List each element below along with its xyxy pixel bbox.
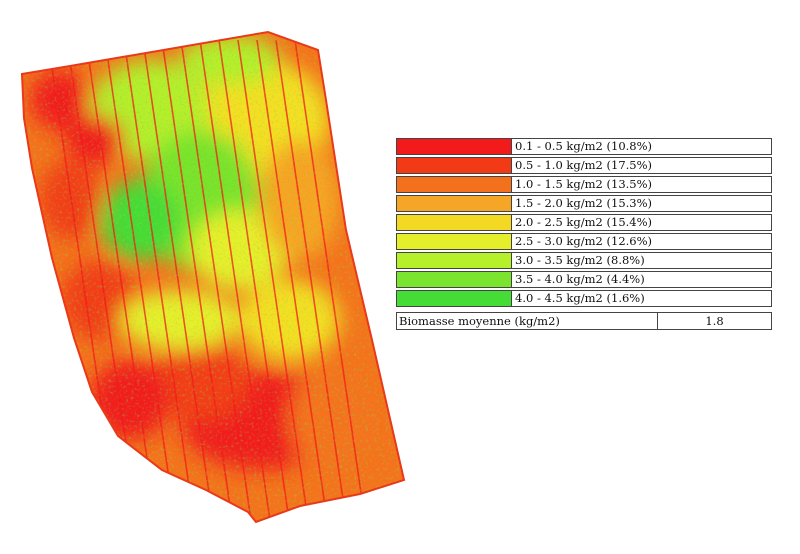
legend-label: 3.0 - 3.5 kg/m2 (8.8%)	[512, 252, 772, 269]
legend-label: 1.5 - 2.0 kg/m2 (15.3%)	[512, 195, 772, 212]
legend-swatch	[396, 195, 512, 212]
legend-row: 3.0 - 3.5 kg/m2 (8.8%)	[396, 251, 772, 270]
legend-swatch	[396, 138, 512, 155]
legend-swatch	[396, 176, 512, 193]
legend-label: 0.5 - 1.0 kg/m2 (17.5%)	[512, 157, 772, 174]
biomass-field-map	[20, 30, 406, 524]
legend-label: 0.1 - 0.5 kg/m2 (10.8%)	[512, 138, 772, 155]
legend-swatch	[396, 157, 512, 174]
biomass-legend: 0.1 - 0.5 kg/m2 (10.8%) 0.5 - 1.0 kg/m2 (…	[396, 137, 772, 330]
mean-biomass-value: 1.8	[658, 312, 772, 330]
legend-row: 0.1 - 0.5 kg/m2 (10.8%)	[396, 137, 772, 156]
mean-biomass-label: Biomasse moyenne (kg/m2)	[396, 312, 658, 330]
field-boundary	[20, 30, 406, 524]
legend-row: 3.5 - 4.0 kg/m2 (4.4%)	[396, 270, 772, 289]
legend-swatch	[396, 233, 512, 250]
legend-row: 1.0 - 1.5 kg/m2 (13.5%)	[396, 175, 772, 194]
legend-label: 4.0 - 4.5 kg/m2 (1.6%)	[512, 290, 772, 307]
legend-row: 2.5 - 3.0 kg/m2 (12.6%)	[396, 232, 772, 251]
legend-label: 1.0 - 1.5 kg/m2 (13.5%)	[512, 176, 772, 193]
legend-row: 1.5 - 2.0 kg/m2 (15.3%)	[396, 194, 772, 213]
legend-swatch	[396, 290, 512, 307]
legend-row: 0.5 - 1.0 kg/m2 (17.5%)	[396, 156, 772, 175]
legend-row: 4.0 - 4.5 kg/m2 (1.6%)	[396, 289, 772, 308]
legend-swatch	[396, 214, 512, 231]
legend-label: 2.0 - 2.5 kg/m2 (15.4%)	[512, 214, 772, 231]
legend-label: 3.5 - 4.0 kg/m2 (4.4%)	[512, 271, 772, 288]
mean-biomass-row: Biomasse moyenne (kg/m2) 1.8	[396, 312, 772, 330]
legend-label: 2.5 - 3.0 kg/m2 (12.6%)	[512, 233, 772, 250]
legend-swatch	[396, 252, 512, 269]
legend-swatch	[396, 271, 512, 288]
legend-row: 2.0 - 2.5 kg/m2 (15.4%)	[396, 213, 772, 232]
